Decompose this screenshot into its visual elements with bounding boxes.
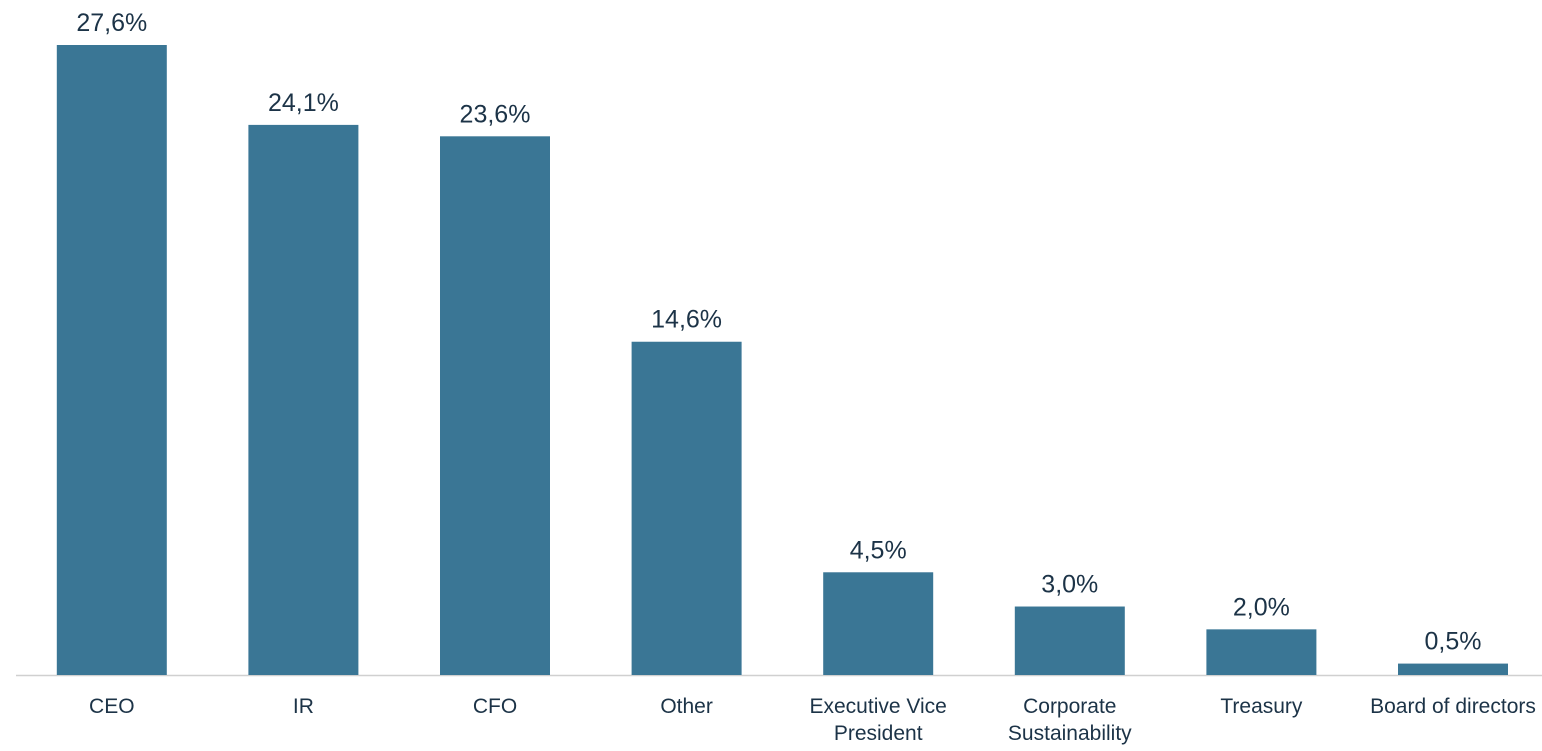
x-tick-label: Executive Vice President: [809, 695, 947, 745]
value-label: 27,6%: [76, 9, 147, 37]
value-label: 4,5%: [850, 536, 907, 564]
value-label: 14,6%: [651, 306, 722, 334]
value-label: 3,0%: [1041, 571, 1098, 599]
bar: [823, 572, 934, 675]
value-label: 0,5%: [1425, 628, 1482, 656]
x-tick-label: CEO: [89, 695, 135, 718]
bar: [1398, 663, 1508, 675]
x-tick-label: IR: [292, 695, 314, 718]
value-label: 24,1%: [268, 89, 339, 117]
bar: [631, 341, 742, 675]
x-tick-label: Other: [660, 695, 713, 718]
x-tick-label: Treasury: [1220, 695, 1303, 718]
x-tick-label: CFO: [472, 695, 518, 718]
bar: [440, 136, 550, 676]
x-tick-label: Board of directors: [1370, 695, 1536, 718]
bar: [248, 124, 359, 676]
bar: [1014, 606, 1125, 675]
bar: [1206, 629, 1317, 675]
value-label: 23,6%: [460, 100, 531, 128]
x-tick-label: Corporate Sustainability: [1007, 695, 1132, 745]
bar: [56, 45, 167, 675]
value-label: 2,0%: [1233, 593, 1290, 621]
